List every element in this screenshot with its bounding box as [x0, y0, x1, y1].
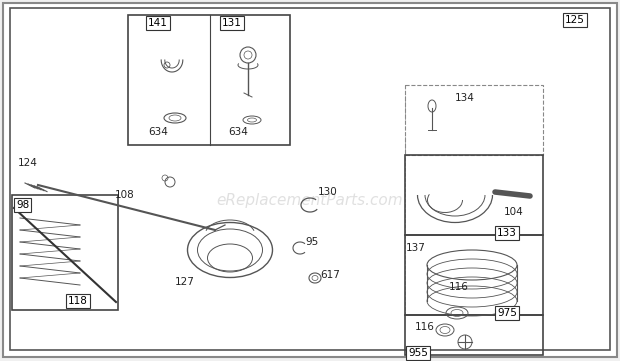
Text: 124: 124 [18, 158, 38, 168]
Text: 104: 104 [504, 207, 524, 217]
Bar [405, 155, 543, 235]
Text: 137: 137 [406, 243, 426, 253]
Text: 130: 130 [318, 187, 338, 197]
Bar [405, 315, 543, 355]
Text: 95: 95 [305, 237, 318, 247]
Text: 118: 118 [68, 296, 88, 306]
Text: 634: 634 [148, 127, 168, 137]
Text: 141: 141 [148, 18, 168, 28]
Text: 116: 116 [415, 322, 435, 332]
Text: 634: 634 [228, 127, 248, 137]
Bar [12, 195, 118, 310]
Text: eReplacementParts.com: eReplacementParts.com [216, 192, 404, 208]
Text: 98: 98 [16, 200, 29, 210]
Text: 116: 116 [449, 282, 469, 292]
Text: 133: 133 [497, 228, 517, 238]
Text: 617: 617 [320, 270, 340, 280]
Text: 955: 955 [408, 348, 428, 358]
Text: 975: 975 [497, 308, 517, 318]
Text: 108: 108 [115, 190, 135, 200]
Bar [405, 85, 543, 155]
Bar [128, 15, 290, 145]
Text: 131: 131 [222, 18, 242, 28]
Bar [405, 235, 543, 315]
Text: 125: 125 [565, 15, 585, 25]
Text: 134: 134 [455, 93, 475, 103]
Text: 127: 127 [175, 277, 195, 287]
